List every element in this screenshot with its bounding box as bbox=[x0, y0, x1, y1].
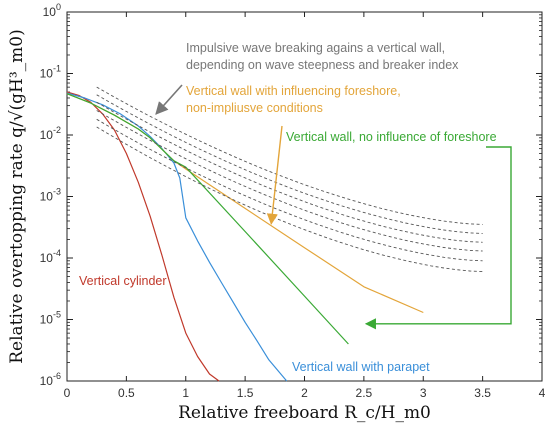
x-tick-label: 0.5 bbox=[118, 386, 135, 400]
y-tick-label: 10-4 bbox=[40, 248, 61, 265]
annot-cylinder: Vertical cylinder bbox=[79, 274, 167, 288]
series-layer bbox=[66, 86, 483, 382]
annot-parapet: Vertical wall with parapet bbox=[292, 360, 430, 374]
series-line-0 bbox=[66, 91, 220, 382]
series-impulsive-dashed-line bbox=[96, 110, 483, 252]
x-axis-title: Relative freeboard R_c/H_m0 bbox=[178, 403, 431, 423]
y-tick-label: 100 bbox=[43, 2, 61, 19]
annot-impulsive-arrow bbox=[155, 84, 183, 115]
x-tick-label: 1 bbox=[182, 386, 189, 400]
annot-foreshore-arrow bbox=[266, 125, 283, 225]
series-impulsive-dashed-line bbox=[96, 126, 483, 273]
x-tick-label: 3.5 bbox=[474, 386, 491, 400]
annot-impulsive: Impulsive wave breaking agains a vertica… bbox=[186, 41, 459, 72]
x-axis-ticks: 0 0.5 1 1.5 2 2.5 3 3.5 4 bbox=[64, 12, 546, 400]
annotation-layer: Impulsive wave breaking agains a vertica… bbox=[79, 41, 512, 374]
annot-foreshore: Vertical wall with influencing foreshore… bbox=[186, 84, 401, 115]
x-tick-label: 3 bbox=[420, 386, 427, 400]
series-impulsive-dashed-line bbox=[96, 118, 483, 262]
x-tick-label: 0 bbox=[64, 386, 71, 400]
y-axis-ticks: 100 10-1 10-2 10-3 10-4 10-5 10-6 bbox=[40, 2, 542, 388]
y-axis-title: Relative overtopping rate q/√(gH³_m0) bbox=[7, 29, 27, 364]
series-line-3 bbox=[66, 93, 349, 345]
annot-no-foreshore: Vertical wall, no influence of foreshore bbox=[286, 130, 497, 144]
series-line-1 bbox=[66, 92, 288, 382]
x-tick-label: 2 bbox=[301, 386, 308, 400]
series-impulsive-dashed-line bbox=[96, 101, 483, 243]
x-tick-label: 4 bbox=[539, 386, 546, 400]
annot-no-foreshore-arrow bbox=[364, 146, 512, 330]
y-tick-label: 10-1 bbox=[40, 64, 61, 81]
y-tick-label: 10-2 bbox=[40, 125, 61, 142]
series-impulsive-dashed-line bbox=[96, 94, 483, 234]
series-impulsive-dashed-line bbox=[96, 86, 483, 225]
x-tick-label: 1.5 bbox=[237, 386, 254, 400]
y-tick-label: 10-3 bbox=[40, 187, 61, 204]
x-tick-label: 2.5 bbox=[356, 386, 373, 400]
y-tick-label: 10-5 bbox=[40, 310, 61, 327]
y-tick-label: 10-6 bbox=[40, 371, 61, 388]
